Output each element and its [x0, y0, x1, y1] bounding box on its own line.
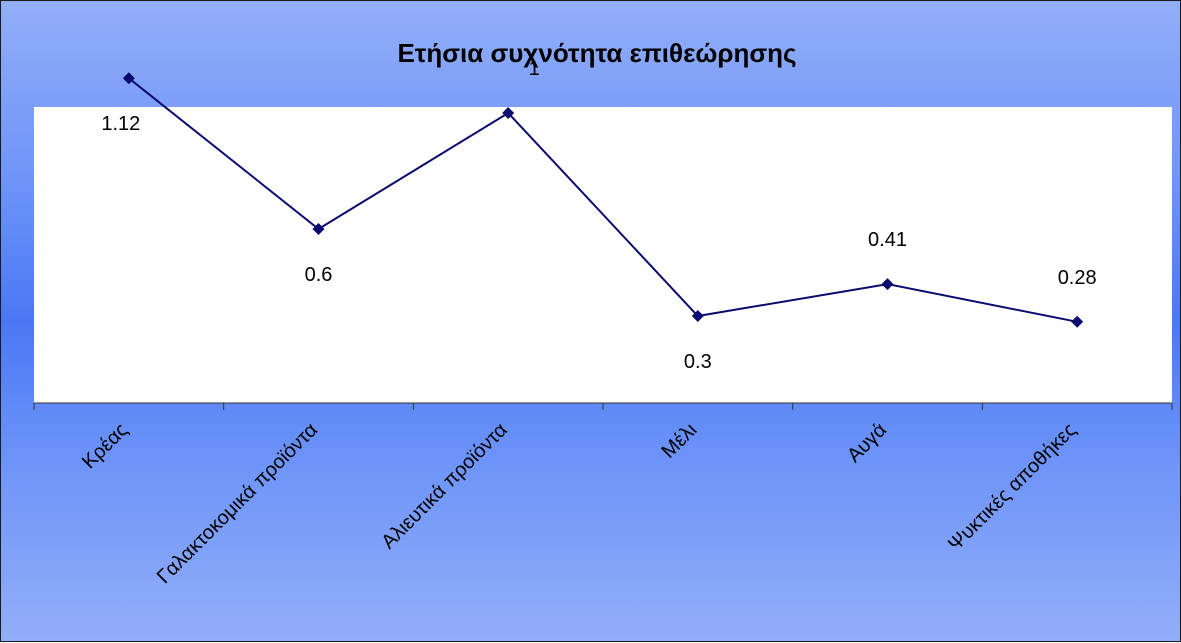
plot-area	[34, 107, 1172, 403]
x-tick-label: Μέλι	[658, 419, 702, 463]
data-point-marker	[312, 223, 325, 235]
data-label: 0.41	[868, 229, 907, 251]
x-axis-ticks	[33, 403, 1173, 410]
series-line	[128, 77, 1078, 323]
x-tick-label: Κρέας	[78, 419, 133, 474]
data-point-marker	[691, 310, 704, 322]
x-tick-label: Γαλακτοκομικά προϊόντα	[153, 419, 322, 588]
data-label: 0.3	[684, 351, 712, 373]
data-point-marker	[881, 278, 894, 291]
chart-title: Ετήσια συχνότητα επιθεώρησης	[397, 38, 796, 68]
x-tick-label: Ψυκτικές αποθήκες	[944, 419, 1081, 556]
data-point-marker	[1071, 315, 1084, 328]
data-label: 0.28	[1058, 267, 1097, 289]
data-markers	[122, 72, 1084, 328]
data-label: 1.12	[101, 113, 140, 135]
x-tick-label: Αυγά	[843, 419, 891, 467]
data-label: 1	[529, 58, 540, 80]
data-labels: 1.12 0.6 1 0.3 0.41 0.28	[101, 58, 1096, 373]
x-tick-label: Αλιευτικά προϊόντα	[377, 419, 511, 553]
data-point-marker	[122, 72, 135, 85]
data-label: 0.6	[305, 264, 333, 286]
x-axis-tick-labels: Κρέας Γαλακτοκομικά προϊόντα Αλιευτικά προ…	[78, 419, 1081, 588]
data-point-marker	[502, 107, 515, 119]
